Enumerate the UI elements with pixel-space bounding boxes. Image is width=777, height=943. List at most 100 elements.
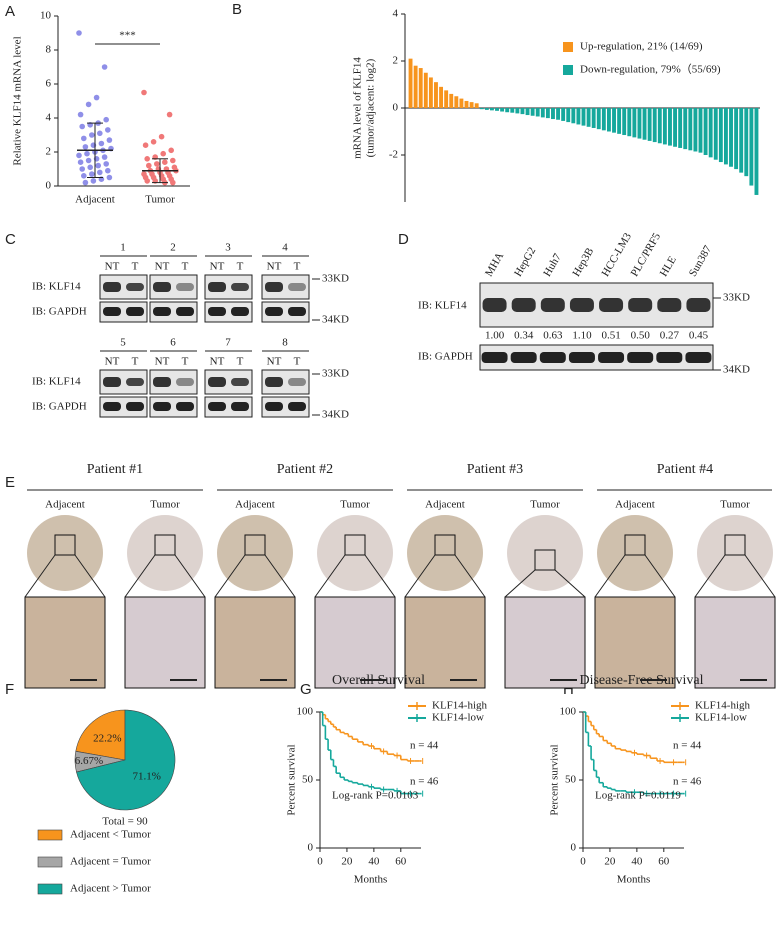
zoom-image: [24, 596, 106, 689]
lane-number: 6: [170, 337, 176, 349]
bar: [489, 108, 494, 111]
bar: [474, 103, 479, 108]
bar: [708, 108, 713, 158]
dot: [166, 111, 173, 118]
blot-band: [153, 402, 171, 411]
tissue-core: [597, 515, 673, 591]
band-ratio: 0.63: [543, 330, 563, 342]
dot: [160, 150, 166, 157]
bar: [459, 98, 464, 108]
dot: [82, 144, 89, 150]
lane-label: NT: [210, 261, 225, 273]
dot: [105, 127, 111, 133]
bar: [668, 108, 672, 146]
blot-band: [176, 283, 194, 291]
bar: [683, 108, 688, 150]
y-tick-label: 50: [565, 774, 577, 786]
size-marker: 34KD: [723, 364, 750, 376]
group-size: n = 46: [673, 776, 702, 788]
bar: [556, 108, 561, 120]
bar: [479, 108, 484, 110]
blot-band: [627, 352, 654, 363]
bar: [688, 108, 693, 151]
panel-letter: B: [232, 1, 242, 18]
bar: [729, 108, 733, 167]
blot-band: [126, 283, 144, 291]
blot-band: [288, 307, 306, 316]
bar: [647, 108, 652, 141]
zoom-connector: [74, 554, 106, 598]
lane-label: NT: [105, 261, 120, 273]
slice-label: 22.2%: [93, 732, 121, 744]
y-tick-label: 10: [40, 10, 52, 22]
tissue-label: Adjacent: [45, 499, 85, 511]
bar: [439, 86, 444, 108]
y-tick-label: 2: [46, 146, 52, 158]
y-tick-label: 8: [46, 44, 52, 56]
zoom-connector: [124, 554, 156, 598]
bar: [525, 108, 530, 116]
dot: [95, 162, 101, 169]
bar: [434, 82, 438, 108]
blot-band: [628, 298, 653, 312]
dot: [150, 139, 157, 145]
band-ratio: 1.00: [485, 330, 505, 342]
band-ratio: 0.45: [689, 330, 709, 342]
blot-band: [103, 377, 121, 387]
row-label: IB: KLF14: [32, 376, 81, 388]
bar: [510, 108, 515, 113]
bar: [596, 108, 601, 130]
lane-label: T: [132, 356, 139, 368]
dot: [77, 111, 84, 118]
bar: [500, 108, 505, 112]
blot-band: [231, 378, 249, 386]
lane-label: T: [294, 261, 301, 273]
size-marker: 33KD: [322, 368, 349, 380]
blot-band: [569, 298, 594, 312]
blot-band: [265, 282, 283, 292]
blot-band: [208, 307, 226, 316]
lane-label: NT: [267, 356, 282, 368]
lane-label: NT: [210, 356, 225, 368]
legend-label: KLF14-low: [432, 712, 484, 724]
dot: [85, 157, 92, 164]
zoom-region: [434, 534, 456, 556]
legend-swatch: [563, 65, 573, 75]
panel-letter: G: [300, 681, 312, 698]
y-tick-label: 0: [571, 842, 577, 854]
blot-band: [481, 352, 508, 363]
bar: [606, 108, 611, 132]
blot-band: [265, 402, 283, 411]
blot-band: [598, 352, 625, 363]
dot: [87, 164, 93, 171]
dot: [97, 169, 103, 176]
dot: [98, 140, 105, 147]
bar: [739, 108, 744, 173]
dot: [89, 171, 95, 177]
lane-number: 3: [225, 242, 231, 254]
blot-band: [288, 402, 306, 411]
bar: [576, 108, 581, 125]
y-axis-label: mRNA level of KLF14: [352, 57, 364, 159]
group-size: n = 44: [410, 740, 439, 752]
significance-label: ***: [119, 30, 136, 42]
tissue-label: Tumor: [340, 499, 370, 511]
lane-number: 1: [120, 242, 126, 254]
lane-label: HLE: [658, 254, 679, 279]
dot: [141, 89, 147, 96]
tissue-label: Tumor: [720, 499, 750, 511]
blot-band: [208, 377, 226, 387]
dot: [82, 179, 89, 186]
y-tick-label: 0: [46, 180, 52, 192]
bar: [469, 102, 474, 108]
zoom-region: [54, 534, 76, 556]
bar: [591, 108, 596, 128]
dot: [142, 142, 149, 148]
total-label: Total = 90: [102, 816, 148, 828]
panel-letter: H: [563, 681, 574, 698]
zoom-connector: [454, 554, 486, 598]
lane-label: HepG2: [512, 245, 538, 279]
bar: [612, 108, 616, 133]
zoom-connector: [364, 554, 396, 598]
tissue-core: [317, 515, 393, 591]
